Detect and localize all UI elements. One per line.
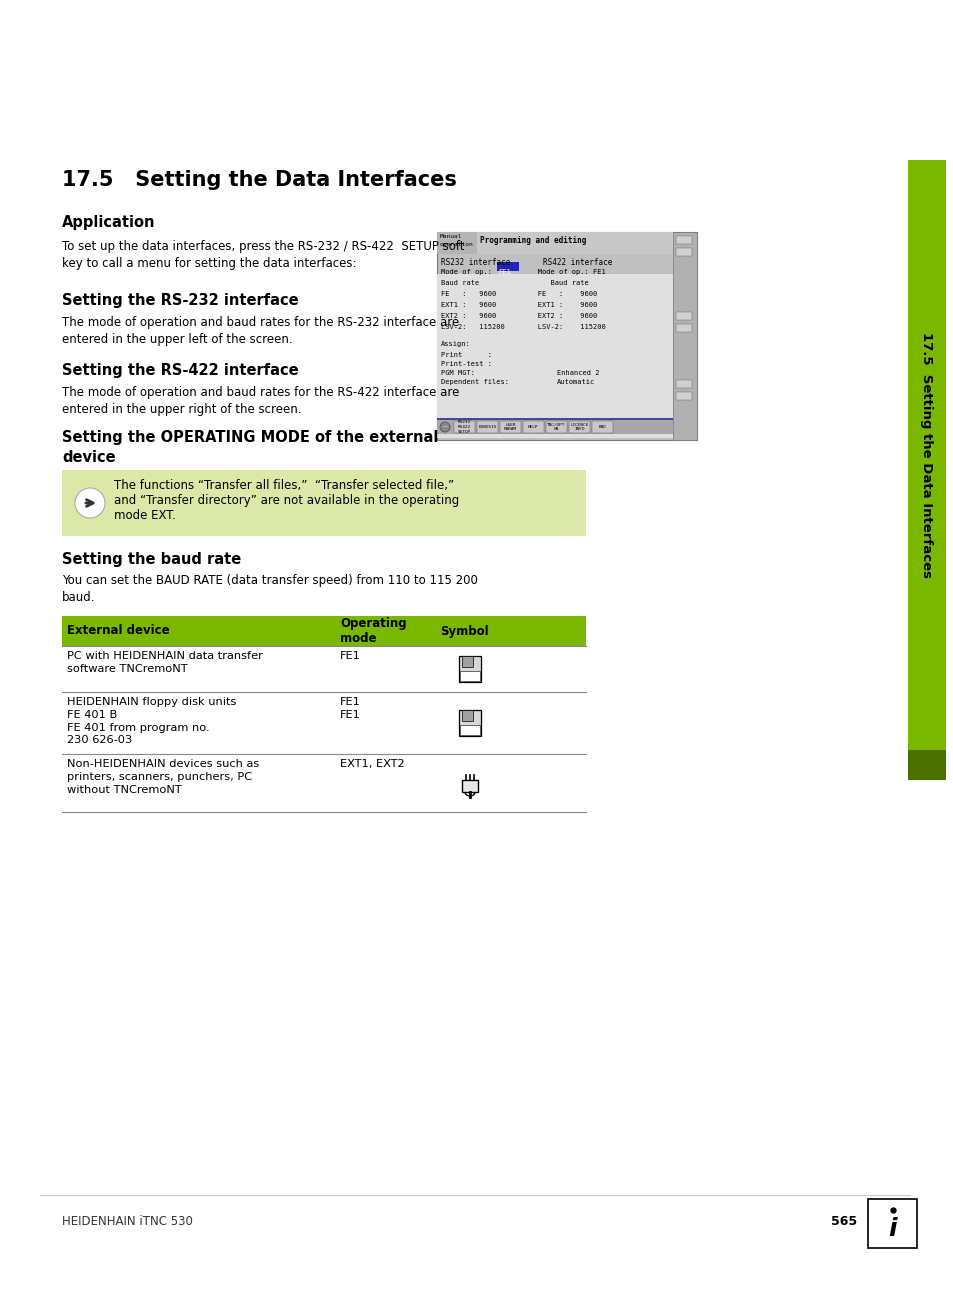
Text: Print      :: Print :	[440, 352, 492, 358]
Text: DGNOSIS: DGNOSIS	[477, 425, 497, 429]
Text: FE   :   9600: FE : 9600	[440, 290, 496, 297]
Text: 565: 565	[830, 1215, 856, 1228]
Circle shape	[439, 422, 450, 432]
Bar	[436, 232, 672, 254]
Text: device: device	[62, 450, 115, 466]
Text: You can set the BAUD RATE (data transfer speed) from 110 to 115 200
baud.: You can set the BAUD RATE (data transfer…	[62, 574, 477, 604]
Text: Baud rate: Baud rate	[440, 280, 478, 286]
Text: RS422 interface: RS422 interface	[542, 258, 612, 267]
Text: USER
PARAM: USER PARAM	[503, 422, 517, 432]
Text: Setting the RS-422 interface: Setting the RS-422 interface	[62, 364, 298, 378]
Text: Setting the baud rate: Setting the baud rate	[62, 552, 241, 566]
Text: Operating
mode: Operating mode	[339, 617, 406, 645]
Text: Dependent files:: Dependent files:	[440, 379, 509, 385]
Text: FE1
FE1: FE1 FE1	[339, 697, 360, 719]
Bar	[436, 232, 697, 439]
Text: EXT1 :    9600: EXT1 : 9600	[524, 302, 597, 307]
Text: Non-HEIDENHAIN devices such as
printers, scanners, punchers, PC
without TNCremoN: Non-HEIDENHAIN devices such as printers,…	[67, 759, 259, 794]
Text: PGM MGT:: PGM MGT:	[440, 370, 475, 375]
Bar	[62, 646, 585, 692]
FancyBboxPatch shape	[867, 1198, 917, 1248]
Bar	[676, 392, 691, 400]
Bar	[676, 235, 691, 245]
Text: 17.5   Setting the Data Interfaces: 17.5 Setting the Data Interfaces	[62, 170, 456, 190]
Text: Setting the RS-232 interface: Setting the RS-232 interface	[62, 293, 298, 307]
Bar	[676, 381, 691, 388]
Bar	[62, 753, 585, 812]
Bar	[459, 725, 479, 735]
Text: END: END	[598, 425, 606, 429]
Text: mode EXT.: mode EXT.	[113, 509, 175, 522]
Text: PC with HEIDENHAIN data transfer
software TNCremoNT: PC with HEIDENHAIN data transfer softwar…	[67, 651, 263, 674]
Text: Mode of op.: FE1: Mode of op.: FE1	[524, 269, 605, 275]
Text: Application: Application	[62, 215, 155, 230]
Text: The functions “Transfer all files,”  “Transfer selected file,”: The functions “Transfer all files,” “Tra…	[113, 479, 454, 492]
Text: FE1: FE1	[497, 269, 510, 276]
Text: HEIDENHAIN iTNC 530: HEIDENHAIN iTNC 530	[62, 1215, 193, 1228]
Bar	[476, 421, 497, 433]
Text: FE   :    9600: FE : 9600	[524, 290, 597, 297]
Bar	[676, 249, 691, 256]
Text: i: i	[888, 1216, 897, 1241]
Text: HELP: HELP	[528, 425, 538, 429]
Text: EXT1 :   9600: EXT1 : 9600	[440, 302, 496, 307]
Text: EXT2 :    9600: EXT2 : 9600	[524, 313, 597, 319]
Circle shape	[75, 488, 105, 518]
Bar	[461, 657, 473, 667]
Text: LICENCE
INFO: LICENCE INFO	[570, 422, 588, 432]
Text: Symbol: Symbol	[439, 624, 488, 637]
Text: Manual: Manual	[439, 234, 462, 239]
Text: RS232
RS422
SETUP: RS232 RS422 SETUP	[457, 420, 471, 433]
Text: EXT2 :   9600: EXT2 : 9600	[440, 313, 496, 319]
Text: HEIDENHAIN floppy disk units
FE 401 B
FE 401 from program no.
230 626-03: HEIDENHAIN floppy disk units FE 401 B FE…	[67, 697, 236, 746]
Text: EXT1, EXT2: EXT1, EXT2	[339, 759, 404, 769]
Bar	[907, 160, 945, 749]
Bar	[62, 470, 585, 536]
Bar	[907, 749, 945, 780]
Text: operation: operation	[439, 242, 474, 247]
Text: Baud rate: Baud rate	[524, 280, 588, 286]
Bar	[499, 421, 520, 433]
Text: Enhanced 2: Enhanced 2	[557, 370, 598, 375]
Bar	[676, 313, 691, 320]
Text: LSV-2:   115200: LSV-2: 115200	[440, 324, 504, 330]
Bar	[62, 692, 585, 753]
Bar	[458, 710, 480, 736]
Text: —: —	[442, 425, 447, 429]
Text: The mode of operation and baud rates for the RS-232 interface are
entered in the: The mode of operation and baud rates for…	[62, 317, 458, 347]
Text: Setting the OPERATING MODE of the external: Setting the OPERATING MODE of the extern…	[62, 430, 438, 445]
Text: Mode of op.:: Mode of op.:	[440, 269, 496, 275]
Bar	[436, 273, 672, 438]
Text: FE1: FE1	[339, 651, 360, 661]
Bar	[592, 421, 613, 433]
Text: and “Transfer directory” are not available in the operating: and “Transfer directory” are not availab…	[113, 494, 458, 508]
Text: LSV-2:    115200: LSV-2: 115200	[524, 324, 605, 330]
Bar	[545, 421, 566, 433]
Text: TNC/OPT
ON: TNC/OPT ON	[547, 422, 565, 432]
Bar	[436, 420, 672, 434]
Text: RS232 interface: RS232 interface	[440, 258, 510, 267]
Bar	[672, 232, 697, 439]
Bar	[461, 710, 473, 721]
Text: 17.5  Setting the Data Interfaces: 17.5 Setting the Data Interfaces	[920, 332, 933, 578]
Text: To set up the data interfaces, press the RS-232 / RS-422  SETUP soft
key to call: To set up the data interfaces, press the…	[62, 239, 464, 269]
Text: Automatic: Automatic	[557, 379, 595, 385]
Text: Print-test :: Print-test :	[440, 361, 492, 368]
Bar	[459, 671, 479, 681]
Bar	[676, 324, 691, 332]
Bar	[497, 262, 518, 271]
Text: Assign:: Assign:	[440, 341, 470, 347]
Bar	[458, 657, 480, 681]
Bar	[568, 421, 589, 433]
Bar	[522, 421, 543, 433]
Bar	[436, 419, 672, 420]
Bar	[476, 232, 672, 254]
Text: Programming and editing: Programming and editing	[479, 235, 586, 245]
Bar	[62, 616, 585, 646]
Bar	[461, 780, 477, 793]
Bar	[454, 421, 475, 433]
Text: The mode of operation and baud rates for the RS-422 interface are
entered in the: The mode of operation and baud rates for…	[62, 386, 459, 416]
Text: External device: External device	[67, 624, 170, 637]
